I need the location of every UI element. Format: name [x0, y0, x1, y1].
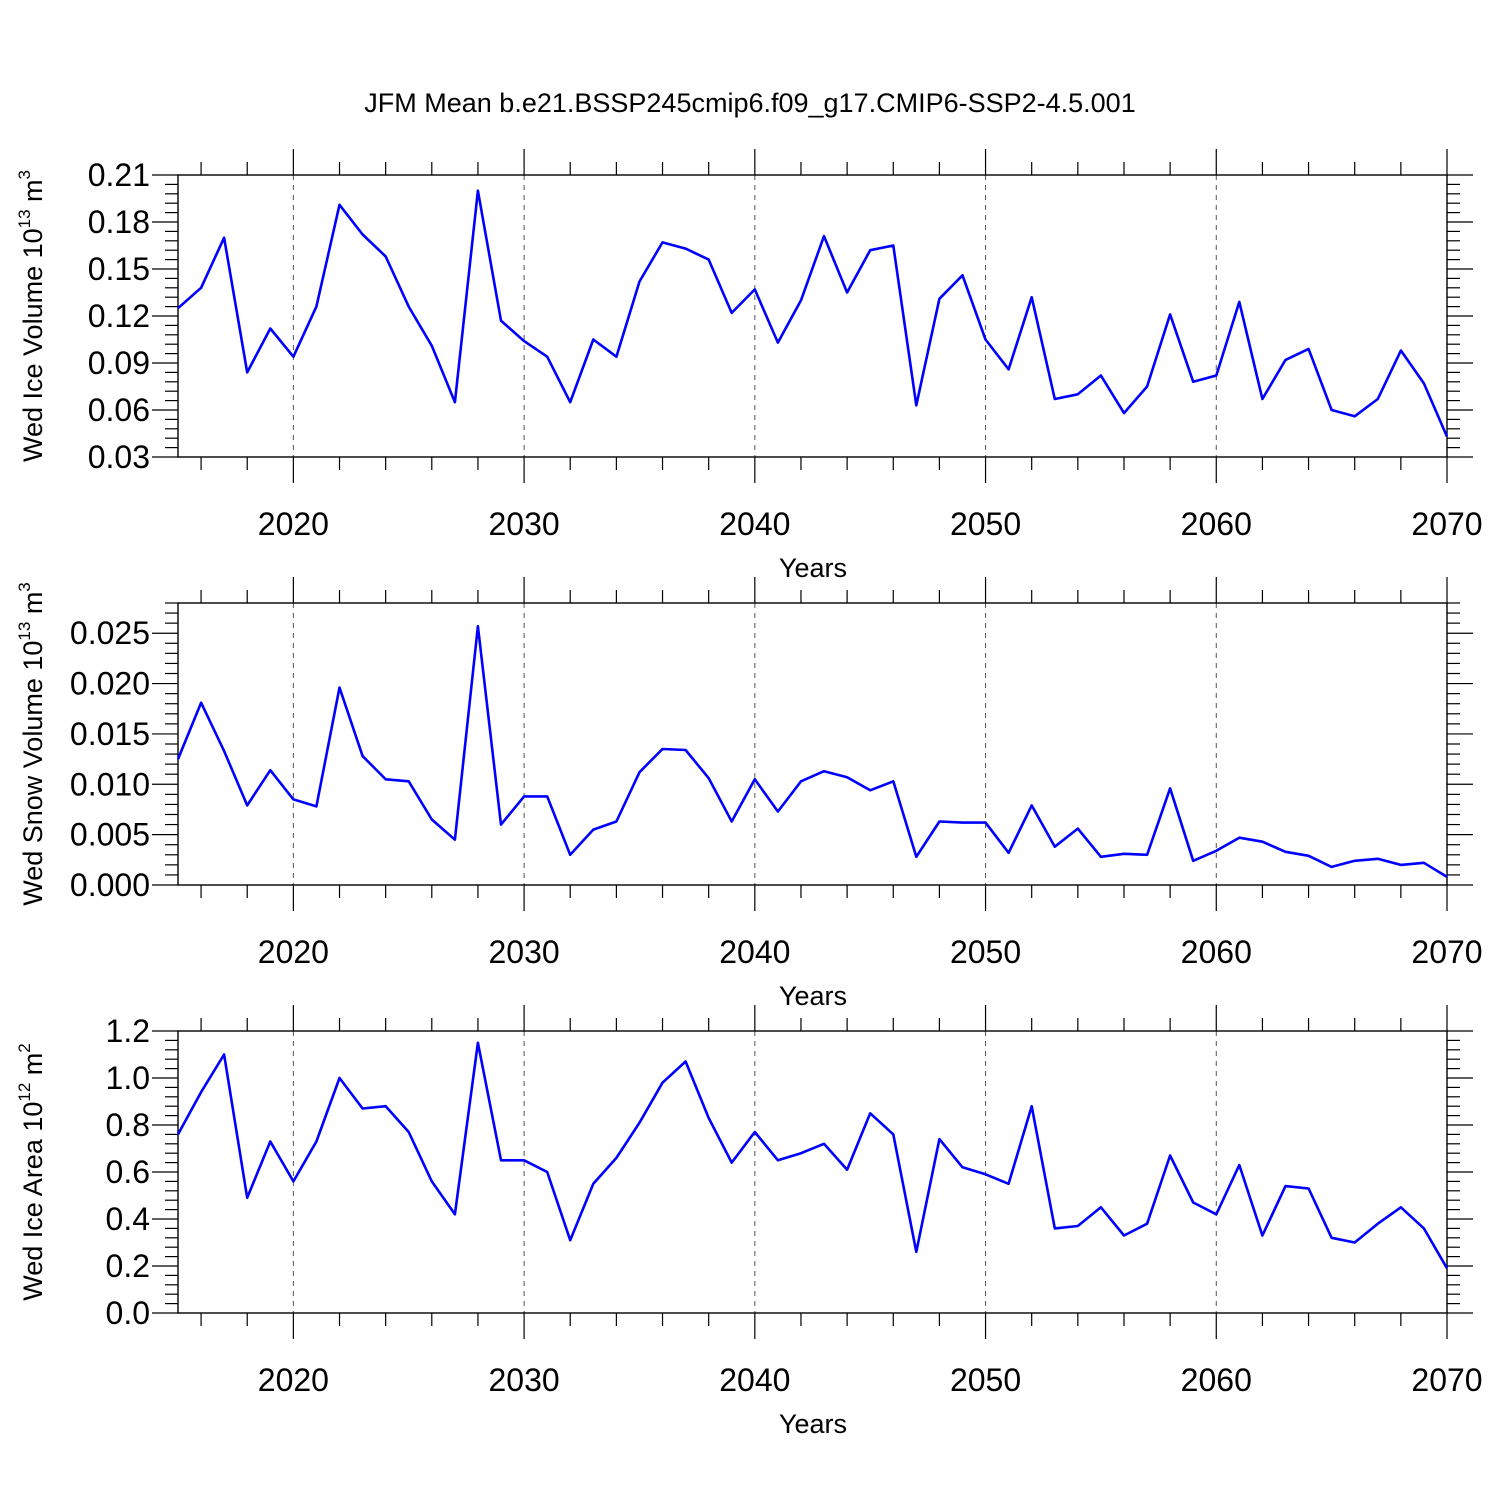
y-tick-label: 0.15 — [88, 251, 150, 287]
y-axis-label-unit-exponent: 2 — [15, 1043, 34, 1052]
x-axis-label: Years — [779, 981, 847, 1011]
y-axis-label-unit-exponent: 3 — [15, 582, 34, 591]
y-axis-label-unit-exponent: 3 — [15, 170, 34, 179]
y-axis-label-exponent: 13 — [15, 622, 34, 641]
x-axis-label: Years — [779, 553, 847, 583]
y-axis-label-unit: m — [18, 179, 48, 209]
y-tick-label: 1.2 — [106, 1013, 150, 1049]
x-tick-label: 2050 — [950, 934, 1021, 970]
y-tick-label: 0.09 — [88, 345, 150, 381]
x-tick-label: 2030 — [488, 506, 559, 542]
x-tick-label: 2070 — [1411, 506, 1482, 542]
panel-1: 2020 2030 2040 2050 2060 2070 Years 0.03 0.06 0.0… — [15, 149, 1483, 583]
y-tick-label: 0.020 — [70, 666, 150, 702]
y-tick-label: 0.025 — [70, 615, 150, 651]
chart-title: JFM Mean b.e21.BSSP245cmip6.f09_g17.CMIP… — [364, 88, 1135, 118]
x-tick-label: 2040 — [719, 934, 790, 970]
y-axis-label-unit: m — [18, 1053, 48, 1083]
x-tick-label: 2060 — [1181, 506, 1252, 542]
y-tick-label: 0.2 — [106, 1248, 150, 1284]
x-tick-label: 2060 — [1181, 934, 1252, 970]
y-tick-label: 0.03 — [88, 439, 150, 475]
plot-frame — [177, 602, 1448, 886]
y-tick-label: 0.06 — [88, 392, 150, 428]
x-tick-label: 2020 — [258, 506, 329, 542]
y-axis-label-base: Wed Snow Volume 10 — [18, 641, 48, 906]
y-tick-label: 0.8 — [106, 1107, 150, 1143]
y-axis-label: Wed Ice Volume 1013 m3 — [15, 170, 48, 462]
y-tick-label: 0.6 — [106, 1154, 150, 1190]
x-tick-label: 2020 — [258, 934, 329, 970]
y-axis-label-base: Wed Ice Volume 10 — [18, 228, 48, 462]
y-axis-label: Wed Ice Area 1012 m2 — [15, 1043, 48, 1301]
series-line — [176, 624, 1448, 879]
y-axis-label-exponent: 12 — [15, 1083, 34, 1102]
y-tick-label: 0.000 — [70, 867, 150, 903]
y-tick-label: 1.0 — [106, 1060, 150, 1096]
panel-3: 2020 2030 2040 2050 2060 2070 Years 0.0 0.2 0.4 0.… — [15, 1005, 1483, 1439]
panel-2: 2020 2030 2040 2050 2060 2070 Years 0.000 0.005 0… — [15, 577, 1483, 1011]
x-tick-label: 2050 — [950, 1362, 1021, 1398]
y-tick-label: 0.015 — [70, 716, 150, 752]
x-tick-label: 2050 — [950, 506, 1021, 542]
y-axis-label-unit: m — [18, 592, 48, 622]
y-axis-label: Wed Snow Volume 1013 m3 — [15, 582, 48, 906]
x-tick-label: 2070 — [1411, 934, 1482, 970]
plot-frame — [177, 174, 1448, 458]
y-axis-label-base: Wed Ice Area 10 — [18, 1102, 48, 1301]
x-tick-label: 2070 — [1411, 1362, 1482, 1398]
series-line — [177, 189, 1449, 438]
y-tick-label: 0.010 — [70, 766, 150, 802]
y-tick-label: 0.21 — [88, 157, 150, 193]
x-tick-label: 2040 — [719, 1362, 790, 1398]
x-tick-label: 2020 — [258, 1362, 329, 1398]
y-tick-label: 0.005 — [70, 817, 150, 853]
y-tick-label: 0.12 — [88, 298, 150, 334]
y-tick-label: 0.18 — [88, 204, 150, 240]
y-axis-label-exponent: 13 — [15, 209, 34, 228]
x-axis-label: Years — [779, 1409, 847, 1439]
y-tick-label: 0.0 — [106, 1295, 150, 1331]
x-tick-label: 2040 — [719, 506, 790, 542]
series-line — [176, 1041, 1449, 1269]
x-tick-label: 2030 — [488, 1362, 559, 1398]
y-tick-label: 0.4 — [106, 1201, 150, 1237]
x-tick-label: 2030 — [488, 934, 559, 970]
x-tick-label: 2060 — [1181, 1362, 1252, 1398]
plot-frame — [177, 1030, 1448, 1314]
